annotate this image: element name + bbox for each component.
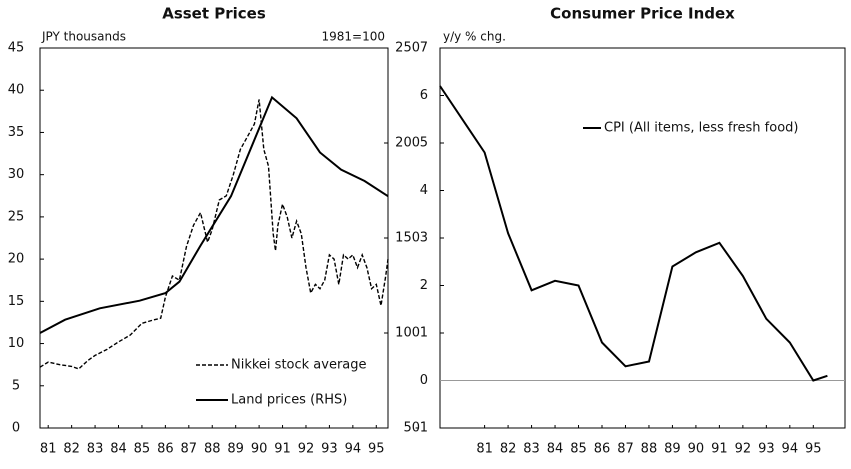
legend-label: CPI (All items, less fresh food) — [604, 121, 799, 136]
x-tick-label: 90 — [251, 442, 268, 457]
y2-tick-label: 150 — [395, 231, 420, 246]
chart-title: Consumer Price Index — [550, 5, 735, 23]
x-tick-label: 93 — [758, 442, 775, 457]
legend-label: Land prices (RHS) — [231, 393, 347, 408]
y-tick-label: 7 — [420, 41, 428, 56]
chart-title: Asset Prices — [162, 5, 266, 23]
x-tick-label: 86 — [594, 442, 611, 457]
x-tick-label: 85 — [570, 442, 587, 457]
y-tick-label: 6 — [420, 88, 428, 103]
y-tick-label: 40 — [8, 83, 25, 98]
x-tick-label: 83 — [523, 442, 540, 457]
y-tick-label: 15 — [8, 294, 25, 309]
x-tick-label: 81 — [40, 442, 57, 457]
x-tick-label: 83 — [87, 442, 104, 457]
y-tick-label: -1 — [415, 421, 428, 436]
x-tick-label: 90 — [688, 442, 705, 457]
y-tick-label: 5 — [420, 136, 428, 151]
x-tick-label: 93 — [321, 442, 338, 457]
annotation: 1981=100 — [322, 30, 386, 44]
x-tick-label: 91 — [274, 442, 291, 457]
x-tick-label: 95 — [368, 442, 385, 457]
x-tick-label: 87 — [617, 442, 634, 457]
y-tick-label: 5 — [12, 378, 20, 393]
x-tick-label: 82 — [63, 442, 80, 457]
y-tick-label: 1 — [420, 326, 428, 341]
y2-tick-label: 200 — [395, 136, 420, 151]
series-line — [39, 95, 389, 334]
x-tick-label: 95 — [805, 442, 822, 457]
y-tick-label: 20 — [8, 252, 25, 267]
x-tick-label: 84 — [110, 442, 127, 457]
x-tick-label: 92 — [298, 442, 315, 457]
y2-tick-label: 50 — [403, 421, 420, 436]
annotation: JPY thousands — [41, 30, 126, 44]
x-tick-label: 84 — [547, 442, 564, 457]
y-tick-label: 3 — [420, 231, 428, 246]
y2-tick-label: 250 — [395, 41, 420, 56]
y-tick-label: 10 — [8, 336, 25, 351]
y-tick-label: 35 — [8, 125, 25, 140]
y-tick-label: 0 — [420, 373, 428, 388]
x-tick-label: 86 — [157, 442, 174, 457]
series-line — [439, 85, 828, 382]
series-line — [39, 99, 389, 370]
x-tick-label: 81 — [476, 442, 493, 457]
y-tick-label: 45 — [8, 41, 25, 56]
x-tick-label: 89 — [227, 442, 244, 457]
y2-tick-label: 100 — [395, 326, 420, 341]
x-tick-label: 82 — [500, 442, 517, 457]
x-tick-label: 89 — [664, 442, 681, 457]
legend-label: Nikkei stock average — [231, 358, 367, 373]
y-tick-label: 4 — [420, 183, 428, 198]
x-tick-label: 87 — [181, 442, 198, 457]
y-tick-label: 0 — [12, 421, 20, 436]
x-tick-label: 88 — [204, 442, 221, 457]
x-tick-label: 94 — [782, 442, 799, 457]
x-tick-label: 85 — [134, 442, 151, 457]
plot-frame — [439, 47, 846, 429]
x-tick-label: 94 — [345, 442, 362, 457]
annotation: y/y % chg. — [443, 30, 506, 44]
y-tick-label: 30 — [8, 167, 25, 182]
x-tick-label: 91 — [711, 442, 728, 457]
x-tick-label: 92 — [735, 442, 752, 457]
y-tick-label: 25 — [8, 209, 25, 224]
y-tick-label: 2 — [420, 278, 428, 293]
x-tick-label: 88 — [641, 442, 658, 457]
